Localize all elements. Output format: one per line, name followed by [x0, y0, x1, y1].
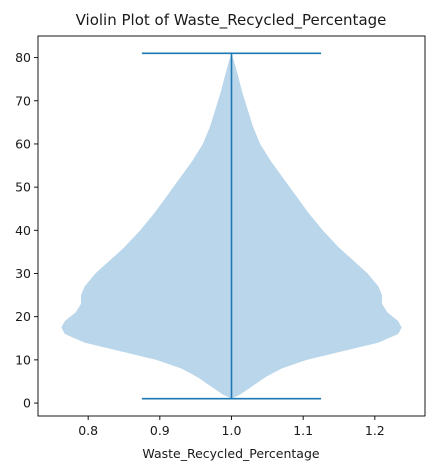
y-tick-label: 80 [15, 50, 31, 65]
plot-area [61, 52, 402, 400]
y-tick-label: 70 [15, 93, 31, 108]
y-tick-label: 0 [23, 396, 31, 411]
chart-title: Violin Plot of Waste_Recycled_Percentage [76, 11, 387, 30]
x-tick-label: 1.2 [365, 423, 385, 438]
x-tick-label: 0.8 [78, 423, 98, 438]
y-tick-label: 40 [15, 223, 31, 238]
x-axis-label: Waste_Recycled_Percentage [142, 446, 320, 461]
x-tick-label: 1.0 [222, 423, 242, 438]
y-tick-label: 50 [15, 180, 31, 195]
y-axis: 0 10 20 30 40 50 60 70 80 [15, 50, 38, 411]
y-tick-label: 10 [15, 352, 31, 367]
x-tick-label: 0.9 [150, 423, 170, 438]
y-tick-label: 20 [15, 309, 31, 324]
y-tick-label: 30 [15, 266, 31, 281]
x-axis: 0.8 0.9 1.0 1.1 1.2 [78, 416, 385, 438]
y-tick-label: 60 [15, 136, 31, 151]
x-tick-label: 1.1 [293, 423, 313, 438]
